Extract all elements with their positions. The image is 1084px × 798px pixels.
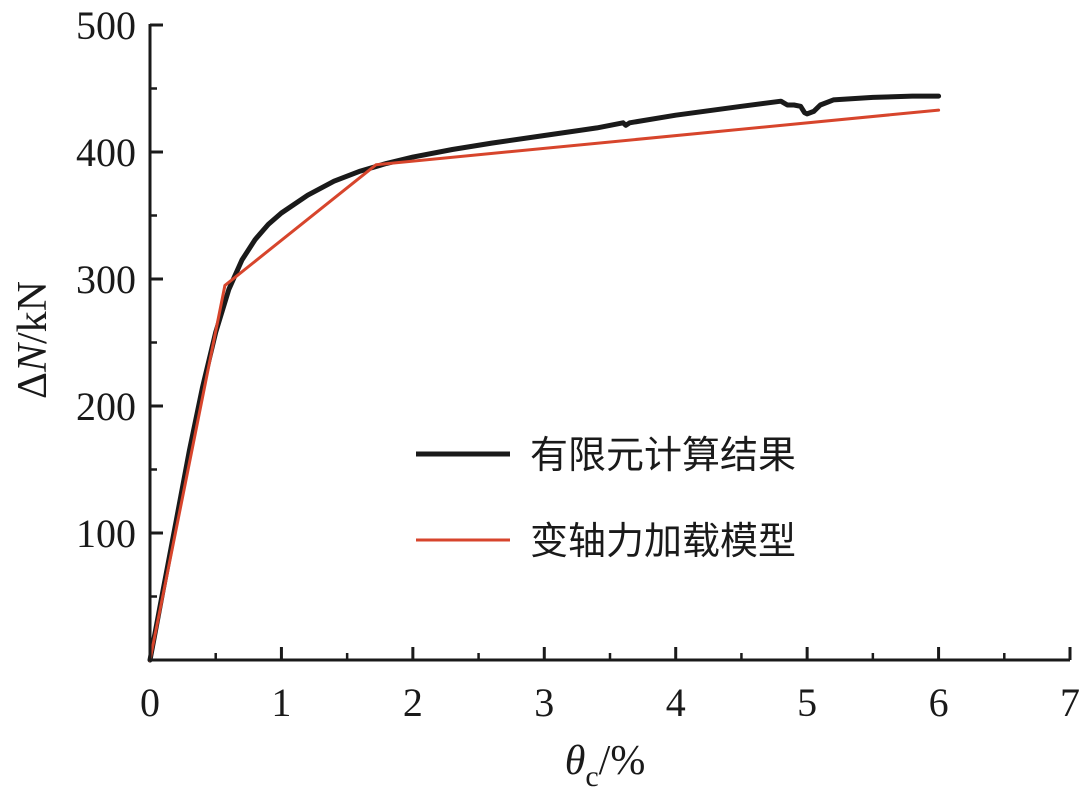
series-line-model	[148, 108, 941, 662]
y-tick-label: 400	[76, 130, 136, 175]
legend-label-fea: 有限元计算结果	[530, 433, 796, 477]
x-tick-label: 3	[534, 680, 554, 725]
x-tick-label: 0	[140, 680, 160, 725]
series-line-fea	[147, 93, 942, 663]
axes	[148, 23, 1072, 662]
legend: 有限元计算结果 变轴力加载模型	[416, 433, 796, 563]
x-tick-label: 7	[1060, 680, 1080, 725]
x-axis-title-suffix: /%	[599, 738, 646, 784]
y-tick-label: 100	[76, 511, 136, 556]
x-axis-title-sub: c	[585, 760, 598, 793]
x-tick-label: 1	[271, 680, 291, 725]
x-tick-label: 4	[666, 680, 686, 725]
x-tick-label: 2	[403, 680, 423, 725]
y-axis-title-delta: Δ	[10, 372, 56, 399]
x-tick-label: 5	[797, 680, 817, 725]
y-axis-title: ΔN/kN	[10, 281, 56, 399]
y-axis-title-unit: /kN	[10, 281, 56, 344]
y-tick-label: 300	[76, 257, 136, 302]
tick-labels: 0 1 2 3 4 5 6 7 100 200 300 400 500	[76, 3, 1080, 725]
series-layer	[147, 93, 942, 663]
legend-label-model: 变轴力加载模型	[530, 519, 796, 563]
x-tick-label: 6	[929, 680, 949, 725]
x-axis-title: θc/%	[565, 738, 646, 793]
y-axis-title-var: N	[10, 342, 56, 373]
y-tick-label: 200	[76, 384, 136, 429]
x-axis-title-main: θ	[565, 738, 586, 784]
y-tick-label: 500	[76, 3, 136, 48]
